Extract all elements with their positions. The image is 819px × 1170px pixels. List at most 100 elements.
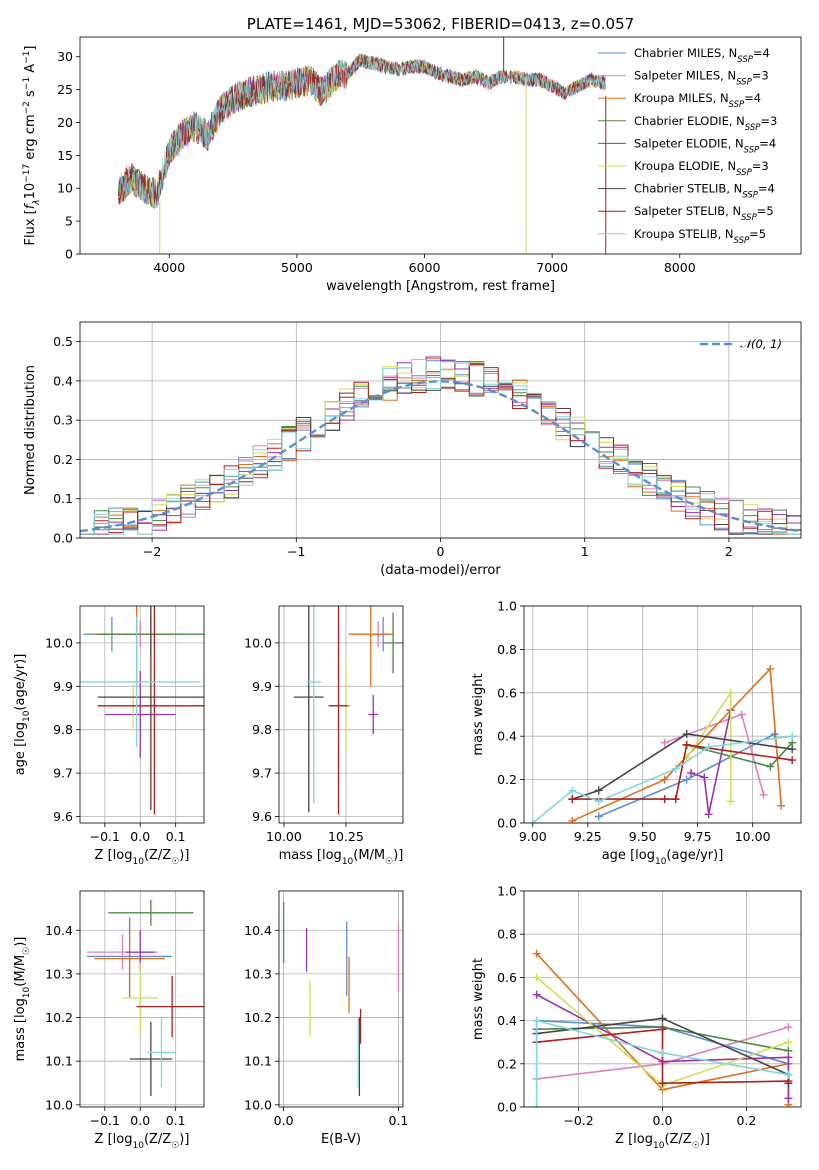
weight-point-marker <box>671 795 680 804</box>
weight-point-marker <box>658 1025 667 1034</box>
legend-entry: Salpeter ELODIE, NSSP=4 <box>634 136 776 155</box>
legend-entry: Salpeter MILES, NSSP=3 <box>634 69 769 88</box>
weight-point-marker <box>660 738 669 747</box>
weight-point-marker <box>766 762 775 771</box>
y-tick-label: 10.4 <box>45 923 73 938</box>
x-tick-label: 0.1 <box>166 1113 186 1128</box>
x-tick-label: 2 <box>725 544 733 559</box>
weight-point-marker <box>700 773 709 782</box>
x-axis-label: Z [log10(Z/Z☉)] <box>95 848 190 867</box>
x-axis-label: wavelength [Angstrom, rest frame] <box>326 279 555 294</box>
legend-entry: Chabrier ELODIE, NSSP=3 <box>634 114 777 133</box>
legend-entry: 𝒩(0, 1) <box>740 337 782 351</box>
errorbar-point <box>383 612 403 674</box>
chart-title: PLATE=1461, MJD=53062, FIBERID=0413, z=0… <box>247 15 634 33</box>
y-tick-label: 10.0 <box>45 1097 73 1112</box>
errorbar-point <box>368 694 379 735</box>
legend-entry: Chabrier MILES, NSSP=4 <box>634 46 770 65</box>
y-axis-label: mass weight <box>471 958 486 1040</box>
errorbar-point <box>97 606 204 810</box>
x-axis-label: age [log10(age/yr)] <box>602 848 724 867</box>
x-axis-label: Z [log10(Z/Z☉)] <box>95 1132 190 1151</box>
weight-point-marker <box>704 810 713 819</box>
weight-point-marker <box>788 732 797 741</box>
y-tick-label: 9.6 <box>252 809 272 824</box>
weight-point-marker <box>658 1079 667 1088</box>
residuals-panel: −2 −1 0 1 2 0.0 0.1 0.2 0.3 0.4 0.5 (data-model)/er… <box>23 321 802 578</box>
weight-point-marker <box>568 786 577 795</box>
weight-point-marker <box>568 816 577 823</box>
legend-entry: Kroupa MILES, NSSP=4 <box>634 91 761 110</box>
weight-point-marker <box>568 795 577 804</box>
errorbar-point <box>122 963 158 1033</box>
axes-frame <box>79 36 802 255</box>
x-tick-label: 0.1 <box>166 829 186 844</box>
x-tick-label: 7000 <box>536 260 568 275</box>
axes-frame <box>523 890 802 1108</box>
weight-series-line <box>690 710 732 815</box>
y-tick-label: 25 <box>57 82 73 97</box>
x-tick-label: 1 <box>581 544 589 559</box>
errorbars <box>282 901 400 1097</box>
histograms <box>80 356 801 538</box>
x-tick-label: 0.1 <box>388 1113 408 1128</box>
y-tick-label: 0.0 <box>497 816 517 831</box>
spectrum-panel: 4000 5000 6000 7000 8000 0 5 10 15 20 25 30 waveleng… <box>22 15 802 294</box>
y-tick-label: 0.3 <box>53 413 73 428</box>
errorbars <box>293 606 403 815</box>
legend-entry: Chabrier STELIB, NSSP=4 <box>634 182 775 201</box>
weight-point-marker <box>532 990 541 999</box>
y-tick-label: 0.2 <box>497 772 517 787</box>
y-tick-label: 0.4 <box>497 729 517 744</box>
weight-point-marker <box>682 740 691 749</box>
weight-point-marker <box>704 743 713 752</box>
weight-point-marker <box>682 775 691 784</box>
x-axis-label: E(B-V) <box>321 1132 361 1147</box>
y-tick-label: 0 <box>65 247 73 262</box>
age-vs-metallicity-panel: −0.1 0.0 0.1 9.6 9.7 9.8 9.9 10.0 Z [log10(Z/Z☉)… <box>13 605 205 867</box>
weight-point-marker <box>532 973 541 982</box>
x-tick-label: 6000 <box>409 260 441 275</box>
x-tick-label: 0.0 <box>130 1113 150 1128</box>
x-tick-label: 9.75 <box>684 829 712 844</box>
axes-frame <box>79 890 205 1108</box>
y-tick-label: 9.8 <box>53 722 73 737</box>
weight-point-marker <box>660 775 669 784</box>
weight-point-marker <box>658 1049 667 1057</box>
x-tick-label: −2 <box>143 544 161 559</box>
weight-point-marker <box>532 1016 541 1025</box>
y-tick-label: 10.0 <box>244 635 272 650</box>
grid <box>80 891 204 1107</box>
errorbar-point <box>97 606 204 815</box>
y-tick-label: 10.1 <box>45 1054 73 1069</box>
y-tick-label: 10 <box>57 181 73 196</box>
y-tick-label: 1.0 <box>497 884 517 899</box>
errorbar-point <box>147 1017 176 1088</box>
x-tick-label: −1 <box>287 544 305 559</box>
x-axis-label: mass [log10(M/M☉)] <box>279 848 404 867</box>
y-axis-label: mass weight <box>471 673 486 755</box>
y-tick-label: 0.4 <box>497 1013 517 1028</box>
y-tick-label: 0.6 <box>497 970 517 985</box>
y-tick-label: 0.2 <box>53 452 73 467</box>
weight-series-line <box>572 733 793 800</box>
grid <box>80 322 801 539</box>
y-tick-label: 0.0 <box>497 1100 517 1115</box>
y-tick-label: 9.8 <box>252 722 272 737</box>
weight-point-marker <box>784 1094 793 1103</box>
y-tick-label: 10.2 <box>244 1010 272 1025</box>
x-tick-label: 4000 <box>153 260 185 275</box>
weight-point-marker <box>594 786 603 795</box>
normal-reference-curve <box>80 380 801 533</box>
x-tick-label: 10.00 <box>266 829 302 844</box>
weight-point-marker <box>726 688 735 697</box>
y-tick-label: 1.0 <box>497 599 517 614</box>
weight-point-marker <box>784 1023 793 1032</box>
errorbar-point <box>136 976 204 1038</box>
weight-lines <box>528 664 797 823</box>
y-tick-label: 0.2 <box>497 1056 517 1071</box>
histogram-series <box>80 356 801 538</box>
x-tick-label: 5000 <box>281 260 313 275</box>
x-tick-label: 9.00 <box>519 829 547 844</box>
weight-point-marker <box>687 769 696 778</box>
